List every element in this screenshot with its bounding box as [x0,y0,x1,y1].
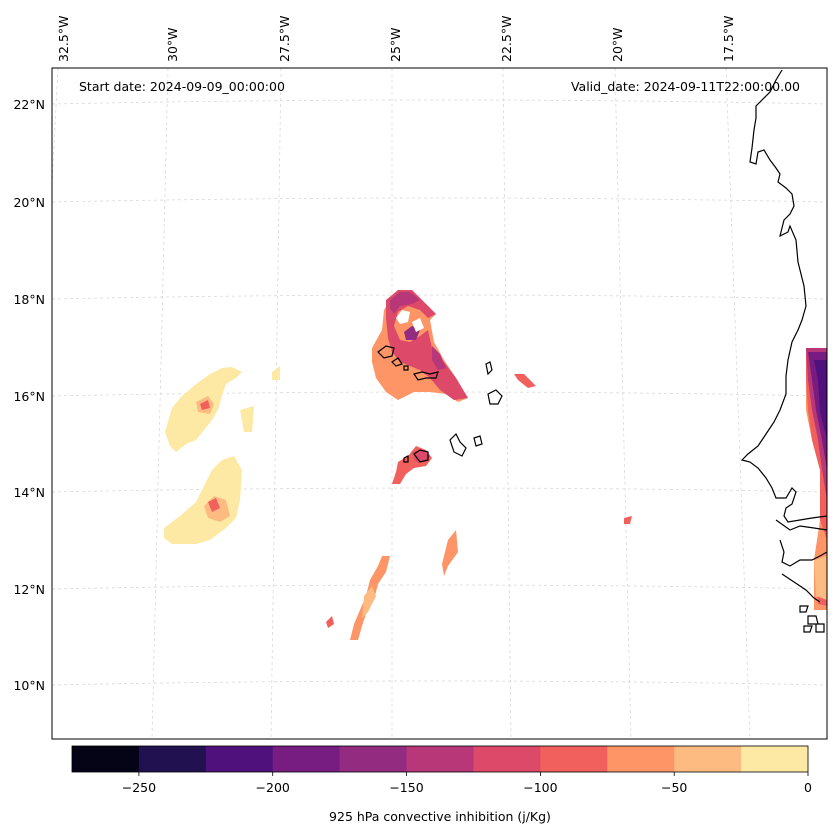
island-santo-antao [377,345,395,359]
meridian-20w [614,67,632,740]
lat-label: 18°N [13,292,45,307]
longitude-labels: 32.5°W 30°W 27.5°W 25°W 22.5°W 20°W 17.5… [56,16,736,62]
africa-coast [740,69,828,523]
map-frame-bg [52,68,827,739]
contour-streak-a [442,530,458,576]
contour-cv-ring [386,290,468,400]
contour-streak-c [362,586,376,618]
colorbar-bin [138,746,207,772]
colorbar-tick-label: 0 [804,780,812,795]
graticule [51,67,828,740]
contour-west-core-a [200,400,210,410]
lon-label: 17.5°W [721,16,736,62]
parallel-16n [51,391,828,397]
parallel-20n [51,197,828,203]
cin-contours [164,290,827,640]
colorbar-bin [272,746,341,772]
contour-cv-hole-b [412,318,424,332]
island-sao-nicolau [413,371,439,381]
colorbar-tick-label: −100 [523,780,557,795]
lon-label: 32.5°W [56,16,71,62]
lon-label: 22.5°W [499,16,514,62]
island-boa-vista [487,389,503,405]
island-sao-vicente [391,357,403,367]
colorbar-bin [339,746,408,772]
island-maio [473,435,483,447]
lat-label: 10°N [13,678,45,693]
island-santiago [449,432,467,457]
colorbar-label: 925 hPa convective inhibition (j/Kg) [329,809,551,824]
lat-label: 22°N [13,97,45,112]
lon-label: 27.5°W [277,16,292,62]
contour-west-blob-c [272,366,280,380]
contour-west-blob-b [240,406,254,432]
valid-date-label: Valid_date: 2024-09-11T22:00:00.00 [571,79,800,94]
colorbar-bin [674,746,742,772]
island-fogo [413,449,429,463]
lat-label: 12°N [13,582,45,597]
colorbar-border [71,745,809,773]
colorbar-bin [741,746,809,772]
colorbar-bin [607,746,675,772]
gambia-coast [775,519,828,531]
lat-label: 14°N [13,485,45,500]
meridian-30w [151,67,169,740]
map-frame-border [51,67,828,740]
lat-label: 20°N [13,195,45,210]
contour-cv-inner [390,292,420,314]
colorbar-bin [473,746,541,772]
colorbar-ticks [138,772,809,776]
coastlines [377,69,828,633]
colorbar-tick-labels: −250 −200 −150 −100 −50 0 [122,780,812,795]
parallel-12n [51,584,828,590]
start-date-label: Start date: 2024-09-09_00:00:00 [79,79,285,94]
meridian-22-5w [502,67,512,740]
contour-east-band6 [814,556,827,600]
parallel-22n [51,99,828,105]
meridian-27-5w [270,67,282,740]
parallel-18n [51,294,828,300]
contour-cv-hole-a [396,310,410,324]
colorbar-tick-label: −150 [389,780,423,795]
lat-label: 16°N [13,389,45,404]
parallel-10n [51,680,828,686]
colorbar-tick-label: −200 [256,780,290,795]
colorbar-bin [540,746,608,772]
lon-label: 20°W [610,27,625,62]
contour-streak-d [326,616,334,628]
guinea-bissau-coast [779,539,828,567]
contour-streak-e [624,516,632,524]
contour-cv-inner-c [432,346,446,370]
island-brava [403,455,409,463]
meridian-32-5w [51,67,59,186]
guinea-coast [781,573,821,603]
island-santa-luzia [403,365,409,371]
contour-east-band4 [814,360,827,440]
meridian-17-5w [725,67,751,740]
lon-label: 30°W [165,27,180,62]
colorbar-bin [406,746,474,772]
bijagos-islands [799,605,825,633]
colorbar-tick-label: −250 [122,780,156,795]
island-sal [485,361,493,376]
latitude-labels: 22°N 20°N 18°N 16°N 14°N 12°N 10°N [13,97,45,693]
colorbar [72,746,809,772]
lon-label: 25°W [388,27,403,62]
contour-west-core-d [208,498,220,512]
colorbar-tick-label: −50 [661,780,687,795]
parallel-14n [51,487,828,493]
contour-cv-east [514,374,536,388]
colorbar-bin [205,746,274,772]
colorbar-bin [72,746,140,772]
contour-west-blob-d [164,456,242,544]
